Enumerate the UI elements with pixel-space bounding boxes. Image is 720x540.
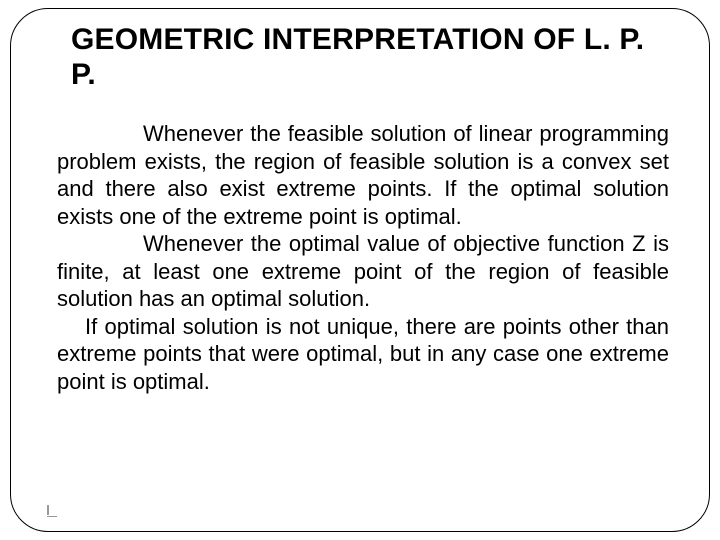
paragraph-1-text: Whenever the feasible solution of linear… (57, 121, 669, 229)
corner-mark-icon (47, 505, 59, 517)
paragraph-3: If optimal solution is not unique, there… (57, 313, 669, 396)
slide-body: Whenever the feasible solution of linear… (57, 120, 669, 395)
slide-title: GEOMETRIC INTERPRETATION OF L. P. P. (71, 23, 669, 92)
paragraph-1: Whenever the feasible solution of linear… (57, 120, 669, 230)
slide-frame: GEOMETRIC INTERPRETATION OF L. P. P. Whe… (10, 8, 710, 532)
paragraph-2: Whenever the optimal value of objective … (57, 230, 669, 313)
paragraph-3-text: If optimal solution is not unique, there… (57, 314, 669, 394)
paragraph-2-text: Whenever the optimal value of objective … (57, 231, 669, 311)
